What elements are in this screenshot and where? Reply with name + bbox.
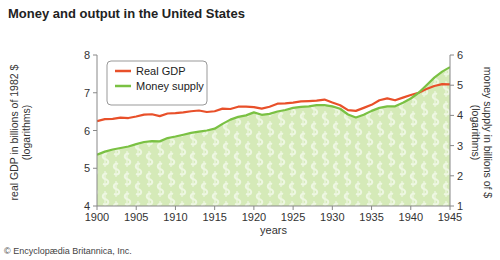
- y-tick: [93, 92, 97, 93]
- x-axis-label: years: [260, 224, 287, 236]
- y-tick: [93, 206, 97, 207]
- y2-tick: [450, 115, 454, 116]
- title: Money and output in the United States: [8, 6, 245, 21]
- y2-tick: [450, 145, 454, 146]
- x-tick-label: 1925: [281, 211, 305, 223]
- series-line: [97, 67, 450, 155]
- y2-tick: [450, 206, 454, 207]
- y2-tick-label: 2: [457, 170, 463, 182]
- y-tick-label: 6: [84, 125, 90, 137]
- y2-tick-label: 6: [457, 49, 463, 61]
- x-tick-label: 1920: [242, 211, 266, 223]
- legend: Real GDP Money supply: [107, 61, 207, 105]
- y-tick-label: 7: [84, 87, 90, 99]
- y-tick: [93, 168, 97, 169]
- y2-tick: [450, 175, 454, 176]
- x-tick: [371, 206, 372, 210]
- y-axis-label: real GDP in billions of 1982 $(logarithm…: [8, 64, 32, 200]
- money-area: [97, 67, 450, 206]
- legend-label: Real GDP: [136, 65, 186, 77]
- x-tick: [332, 206, 333, 210]
- x-tick: [175, 206, 176, 210]
- x-tick: [293, 206, 294, 210]
- x-tick: [253, 206, 254, 210]
- plot-area: [97, 67, 450, 206]
- y-tick-label: 5: [84, 162, 90, 174]
- y-tick: [93, 130, 97, 131]
- x-tick-label: 1905: [124, 211, 148, 223]
- y-tick: [93, 55, 97, 56]
- x-tick: [410, 206, 411, 210]
- y2-axis: [450, 55, 451, 206]
- y2-tick-label: 5: [457, 79, 463, 91]
- x-tick-label: 1900: [85, 211, 109, 223]
- y-tick-label: 8: [84, 49, 90, 61]
- legend-label: Money supply: [136, 80, 204, 92]
- legend-swatch: [115, 85, 131, 88]
- credit: © Encyclopædia Britannica, Inc.: [4, 246, 132, 256]
- x-tick-label: 1940: [399, 211, 423, 223]
- y2-tick: [450, 85, 454, 86]
- x-tick-label: 1915: [202, 211, 226, 223]
- y2-tick-label: 3: [457, 140, 463, 152]
- x-tick: [97, 206, 98, 210]
- legend-swatch: [115, 70, 131, 73]
- x-tick: [450, 206, 451, 210]
- y2-tick: [450, 55, 454, 56]
- y2-tick-label: 4: [457, 109, 463, 121]
- x-tick: [214, 206, 215, 210]
- x-tick-label: 1910: [163, 211, 187, 223]
- x-axis: [97, 206, 450, 207]
- x-tick-label: 1935: [359, 211, 383, 223]
- legend-box: [107, 61, 207, 105]
- x-tick: [136, 206, 137, 210]
- x-tick-label: 1945: [438, 211, 462, 223]
- y2-axis-label: money supply in billions of $(logarithms…: [470, 67, 494, 198]
- chart: Money and output in the United States 4 5 6…: [0, 0, 500, 260]
- x-tick-label: 1930: [320, 211, 344, 223]
